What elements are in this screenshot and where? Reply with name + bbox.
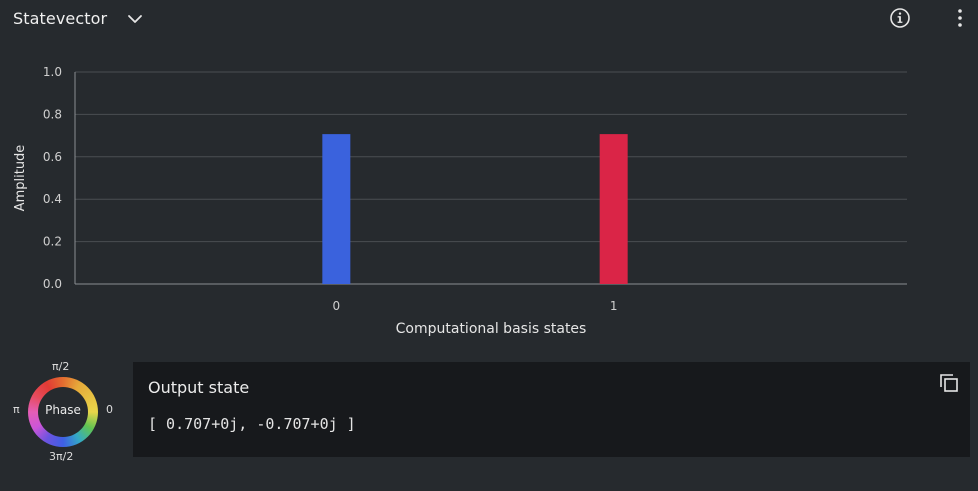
view-dropdown-button[interactable] — [122, 6, 148, 32]
overflow-menu-vertical-icon — [958, 9, 962, 27]
statevector-bar-chart: 0.0 0.2 0.4 0.6 0.8 1.0 0 1 Amplitude Computati… — [13, 65, 907, 337]
output-state-panel: Output state [ 0.707+0j, -0.707+0j ] — [133, 362, 970, 457]
y-tick-label: 0.8 — [43, 107, 62, 121]
chart-bars — [322, 134, 628, 284]
phase-center-label: Phase — [45, 403, 81, 417]
info-icon — [890, 8, 910, 28]
overflow-menu-button[interactable] — [950, 6, 970, 30]
info-button[interactable] — [888, 6, 912, 30]
phase-wheel-legend: π/2 π 0 3π/2 Phase — [0, 356, 128, 466]
copy-icon — [940, 374, 958, 392]
output-state-value: [ 0.707+0j, -0.707+0j ] — [148, 415, 356, 433]
panel-title: Statevector — [13, 9, 108, 28]
y-tick-label: 0.6 — [43, 150, 62, 164]
amplitude-bar-1 — [599, 134, 628, 284]
y-tick-label: 0.4 — [43, 192, 62, 206]
copy-button[interactable] — [938, 372, 960, 394]
y-tick-label: 0.0 — [43, 277, 62, 291]
chart-tick-labels: 0.0 0.2 0.4 0.6 0.8 1.0 0 1 — [43, 65, 618, 313]
phase-label-pi: π — [13, 403, 20, 416]
x-tick-label: 0 — [333, 299, 341, 313]
chevron-down-icon — [128, 15, 142, 23]
phase-label-3pi-over-2: 3π/2 — [49, 450, 74, 463]
y-axis-label: Amplitude — [13, 145, 28, 212]
phase-label-pi-over-2: π/2 — [52, 360, 70, 373]
phase-label-zero: 0 — [106, 403, 113, 416]
output-state-title: Output state — [148, 378, 250, 397]
amplitude-bar-0 — [322, 134, 351, 284]
x-axis-label: Computational basis states — [396, 321, 587, 337]
chart-gridlines — [74, 71, 907, 285]
x-tick-label: 1 — [610, 299, 618, 313]
y-tick-label: 1.0 — [43, 65, 62, 79]
panel-header: Statevector — [0, 0, 978, 38]
y-tick-label: 0.2 — [43, 235, 62, 249]
